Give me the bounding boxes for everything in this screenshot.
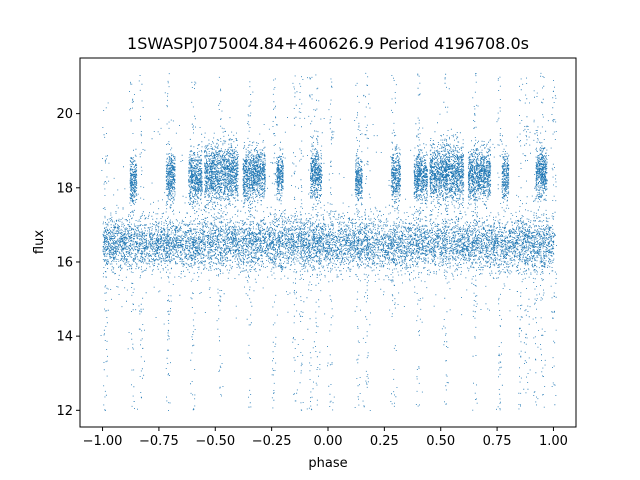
y-tick-label: 20: [56, 107, 73, 122]
x-tick-label: −0.75: [139, 434, 179, 449]
y-tick-label: 18: [56, 181, 73, 196]
y-axis-ticks: 12 14 16 18 20: [56, 107, 80, 419]
x-tick-label: 0.00: [314, 434, 343, 449]
y-axis-label: flux: [32, 230, 47, 254]
y-tick-label: 14: [56, 330, 73, 345]
x-tick-label: −0.25: [252, 434, 292, 449]
x-tick-label: −0.50: [195, 434, 235, 449]
y-tick-label: 12: [56, 404, 73, 419]
data-point-cloud: [100, 72, 557, 412]
y-tick-label: 16: [56, 255, 73, 270]
x-axis-ticks: −1.00 −0.75 −0.50 −0.25 0.00 0.25 0.50 0.75 1.00: [83, 427, 568, 449]
x-tick-label: 0.75: [483, 434, 512, 449]
scatter-points: [100, 72, 557, 412]
x-tick-label: 0.50: [426, 434, 455, 449]
chart-title: 1SWASPJ075004.84+460626.9 Period 4196708…: [127, 34, 529, 53]
x-tick-label: −1.00: [83, 434, 123, 449]
x-tick-label: 0.25: [370, 434, 399, 449]
x-tick-label: 1.00: [539, 434, 568, 449]
x-axis-label: phase: [308, 456, 347, 471]
